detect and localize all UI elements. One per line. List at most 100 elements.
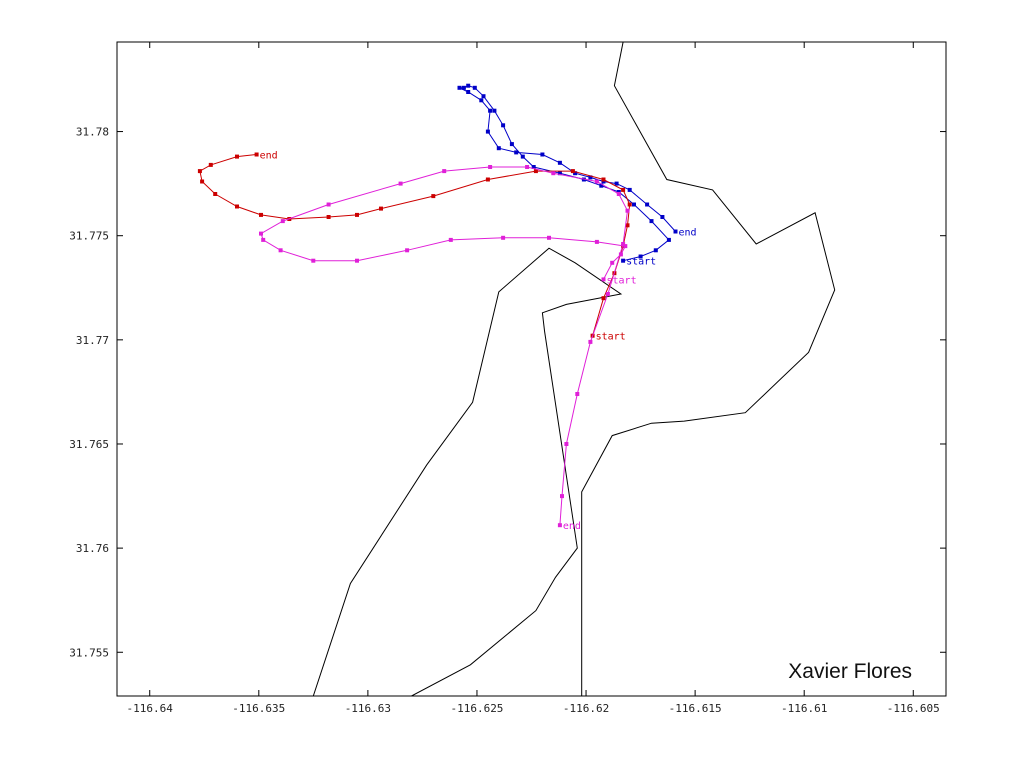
track-point: [618, 252, 623, 257]
track-point: [479, 98, 484, 103]
track-point: [653, 248, 658, 253]
track-point: [235, 154, 239, 159]
track-point: [625, 208, 630, 213]
track-point: [627, 202, 632, 207]
track-point: [621, 242, 626, 246]
track-point: [213, 192, 218, 196]
track-point: [509, 142, 514, 147]
track-point: [466, 83, 471, 88]
track-point: [485, 129, 490, 134]
track-point: [588, 175, 593, 180]
track-point: [616, 192, 621, 196]
track-point: [448, 237, 453, 242]
x-tick-label: -116.63: [345, 702, 391, 715]
track-point: [259, 212, 263, 217]
track-point: [261, 237, 266, 242]
track-point: [599, 183, 604, 188]
track-point: [666, 237, 671, 242]
track-point: [614, 181, 619, 186]
track-point: [551, 171, 556, 176]
track-point: [457, 85, 462, 90]
track-point: [442, 169, 447, 174]
track-point: [488, 165, 493, 169]
track-point: [540, 152, 545, 157]
x-tick-label: -116.615: [669, 702, 722, 715]
track-point: [560, 494, 564, 499]
x-tick-label: -116.61: [781, 702, 827, 715]
track-point: [379, 206, 383, 211]
y-tick-label: 31.765: [69, 438, 109, 451]
track-line-0: [459, 85, 676, 262]
track-point: [398, 181, 403, 186]
track-point: [570, 169, 575, 174]
axis-ticks: -116.64 -116.635 -116.63 -116.625 -116.62 -11…: [69, 42, 946, 715]
x-tick-label: -116.62: [563, 702, 609, 715]
track-line-1: [199, 154, 631, 336]
y-tick-label: 31.77: [76, 334, 109, 347]
track-point: [501, 123, 506, 128]
track-annotation-start: start: [626, 257, 656, 268]
track-annotations: end end start start start end: [260, 151, 697, 533]
y-tick-label: 31.775: [69, 230, 109, 243]
coastline-1: [312, 247, 623, 696]
track-point: [501, 235, 506, 240]
track-point: [638, 254, 643, 259]
x-tick-label: -116.625: [450, 702, 503, 715]
track-annotation-start: start: [596, 332, 626, 343]
track-point: [601, 296, 606, 301]
track-point: [588, 339, 593, 344]
track-point: [235, 204, 239, 209]
track-point: [557, 160, 562, 165]
track-point: [621, 258, 626, 263]
track-point: [326, 202, 331, 207]
track-point: [355, 258, 359, 263]
coastline-layer: [312, 42, 836, 696]
track-point: [557, 523, 562, 528]
x-tick-label: -116.605: [887, 702, 940, 715]
track-point: [557, 171, 562, 176]
track-point: [673, 229, 678, 234]
track-point: [461, 85, 466, 90]
track-point: [575, 392, 580, 396]
track-point: [632, 202, 636, 207]
track-annotation-end: end: [563, 521, 581, 532]
track-point: [481, 94, 486, 99]
track-point: [514, 150, 519, 155]
track-point: [472, 85, 477, 90]
track-point: [645, 202, 650, 207]
x-tick-label: -116.635: [232, 702, 285, 715]
track-point: [594, 179, 599, 184]
track-point: [208, 162, 213, 167]
track-point: [355, 212, 359, 217]
track-point: [547, 235, 551, 240]
track-annotation-end: end: [679, 228, 697, 239]
track-point: [431, 194, 436, 199]
track-point: [601, 277, 606, 282]
track-point: [627, 187, 632, 192]
track-point: [531, 165, 536, 169]
track-point: [625, 223, 630, 228]
track-point: [278, 248, 283, 253]
y-tick-label: 31.78: [76, 126, 109, 139]
track-point: [488, 108, 493, 113]
track-point: [610, 260, 615, 265]
author-watermark: Xavier Flores: [788, 660, 912, 683]
track-annotation-start: start: [607, 275, 637, 286]
track-point: [280, 219, 285, 224]
track-point: [259, 231, 263, 236]
track-point: [254, 152, 259, 157]
track-point: [405, 248, 410, 253]
track-point: [485, 177, 490, 182]
x-tick-label: -116.64: [127, 702, 174, 715]
track-point: [573, 171, 578, 176]
track-point: [594, 239, 599, 244]
track-point: [601, 177, 606, 182]
track-point: [533, 169, 538, 174]
track-line-2: [260, 166, 629, 526]
y-tick-label: 31.76: [76, 542, 109, 555]
track-point: [197, 169, 202, 174]
track-point: [660, 215, 665, 219]
track-point: [520, 154, 525, 159]
track-point: [200, 179, 205, 184]
